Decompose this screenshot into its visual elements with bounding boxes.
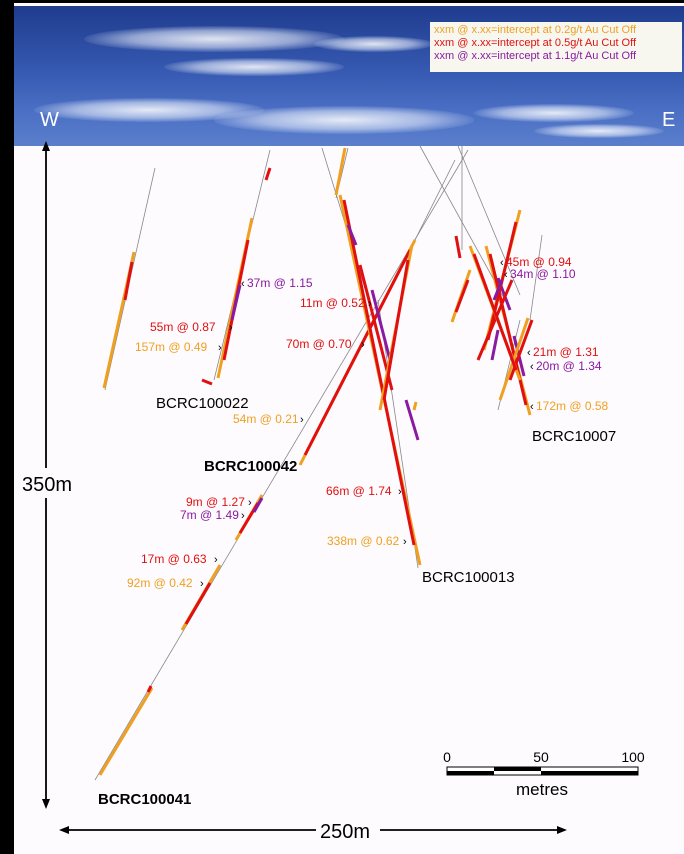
intercept-label: 54m @ 0.21 <box>233 412 299 426</box>
grade-segment <box>454 235 462 259</box>
cloud <box>474 104 634 122</box>
pointer-icon: › <box>300 414 304 426</box>
cloud <box>84 26 344 52</box>
depth-label-bg <box>20 468 80 498</box>
intercept-label: 9m @ 1.27 <box>186 495 245 509</box>
hole-label-bcrc100041: BCRC100041 <box>98 791 191 808</box>
intercept-label: 55m @ 0.87 <box>150 320 216 334</box>
intercept-label: 37m @ 1.15 <box>247 276 313 290</box>
grade-legend: xxm @ x.xx=intercept at 0.2g/t Au Cut Of… <box>430 22 682 72</box>
grade-segment <box>490 329 500 361</box>
grade-segment <box>146 685 153 693</box>
pointer-icon: ‹ <box>241 278 245 290</box>
cloud <box>534 124 664 138</box>
pointer-icon: › <box>403 536 407 548</box>
pointer-icon: › <box>214 554 218 566</box>
scale-bar: 0 50 100 metres <box>443 749 645 799</box>
depth-label: 350m <box>22 474 72 496</box>
grade-segment <box>252 497 264 513</box>
grade-segment <box>476 279 514 361</box>
scale-tick-50: 50 <box>533 749 549 765</box>
east-label: E <box>662 109 676 131</box>
hole-label-bcrc100022: BCRC100022 <box>156 395 249 412</box>
width-label-bg <box>316 816 380 844</box>
scale-unit: metres <box>516 780 568 799</box>
grade-segment <box>264 167 272 181</box>
intercept-label: 20m @ 1.34 <box>536 359 602 373</box>
intercept-label: 7m @ 1.49 <box>180 508 239 522</box>
grade-segment <box>472 253 518 371</box>
pointer-icon: › <box>200 578 204 590</box>
grade-segment <box>230 284 242 321</box>
grade-segment <box>498 317 530 401</box>
drill-trace <box>457 145 521 296</box>
pointer-icon: ‹ <box>527 347 531 359</box>
intercept-label: 157m @ 0.49 <box>135 340 208 354</box>
intercept-label: 172m @ 0.58 <box>536 399 609 413</box>
intercept-label: 338m @ 0.62 <box>327 534 400 548</box>
intercept-label: 11m @ 0.52 <box>300 296 365 310</box>
pointer-icon: › <box>398 486 402 498</box>
west-label: W <box>40 109 59 131</box>
intercept-label: 66m @ 1.74 <box>326 484 392 498</box>
grade-segment <box>412 401 418 411</box>
drill-trace <box>529 234 543 321</box>
grade-segment <box>346 224 358 246</box>
pointer-icon: › <box>368 298 372 310</box>
scale-tick-0: 0 <box>443 749 451 765</box>
pointer-icon: ‹ <box>500 257 504 269</box>
intercept-label: 17m @ 0.63 <box>141 552 207 566</box>
intercept-label: 34m @ 1.10 <box>510 267 576 281</box>
intercept-label: 45m @ 0.94 <box>506 255 572 269</box>
hole-label-bcrc100013: BCRC100013 <box>422 569 515 586</box>
intercept-label: 92m @ 0.42 <box>127 576 193 590</box>
cloud <box>214 106 474 134</box>
width-label: 250m <box>320 821 370 843</box>
cloud <box>314 36 434 52</box>
pointer-icon: › <box>241 510 245 522</box>
sky-banner <box>14 6 684 146</box>
grade-segment <box>404 399 420 441</box>
pointer-icon: › <box>361 339 365 351</box>
grade-segment <box>184 582 212 625</box>
grade-segment <box>123 261 134 301</box>
hole-label-bcrc10007: BCRC10007 <box>532 428 616 445</box>
legend-entry-high: xxm @ x.xx=intercept at 1.1g/t Au Cut Of… <box>434 50 637 62</box>
grade-segment <box>201 378 213 386</box>
intercept-label: 70m @ 0.70 <box>286 337 352 351</box>
pointer-icon: › <box>218 342 222 354</box>
hole-label-bcrc100042: BCRC100042 <box>204 458 297 475</box>
pointer-icon: ‹ <box>530 401 534 413</box>
grade-segment <box>98 687 154 776</box>
grade-segment <box>508 319 534 381</box>
grade-segment <box>370 289 392 361</box>
pointer-icon: ‹ <box>530 361 534 373</box>
scale-tick-100: 100 <box>621 749 645 765</box>
grade-segment <box>303 249 412 456</box>
legend-entry-low: xxm @ x.xx=intercept at 0.2g/t Au Cut Of… <box>434 24 637 36</box>
drill-holes <box>94 145 543 781</box>
pointer-icon: ‹ <box>504 269 508 281</box>
grade-segment <box>382 259 410 401</box>
legend-entry-mid: xxm @ x.xx=intercept at 0.5g/t Au Cut Of… <box>434 37 637 49</box>
intercept-label: 21m @ 1.31 <box>533 345 599 359</box>
grade-segment <box>492 279 504 301</box>
grade-segment <box>454 279 470 313</box>
drill-trace <box>419 145 506 301</box>
pointer-icon: › <box>248 497 252 509</box>
grade-segment <box>334 147 347 196</box>
cloud <box>164 58 344 76</box>
pointer-icon: › <box>229 322 233 334</box>
grade-segment <box>342 199 416 546</box>
